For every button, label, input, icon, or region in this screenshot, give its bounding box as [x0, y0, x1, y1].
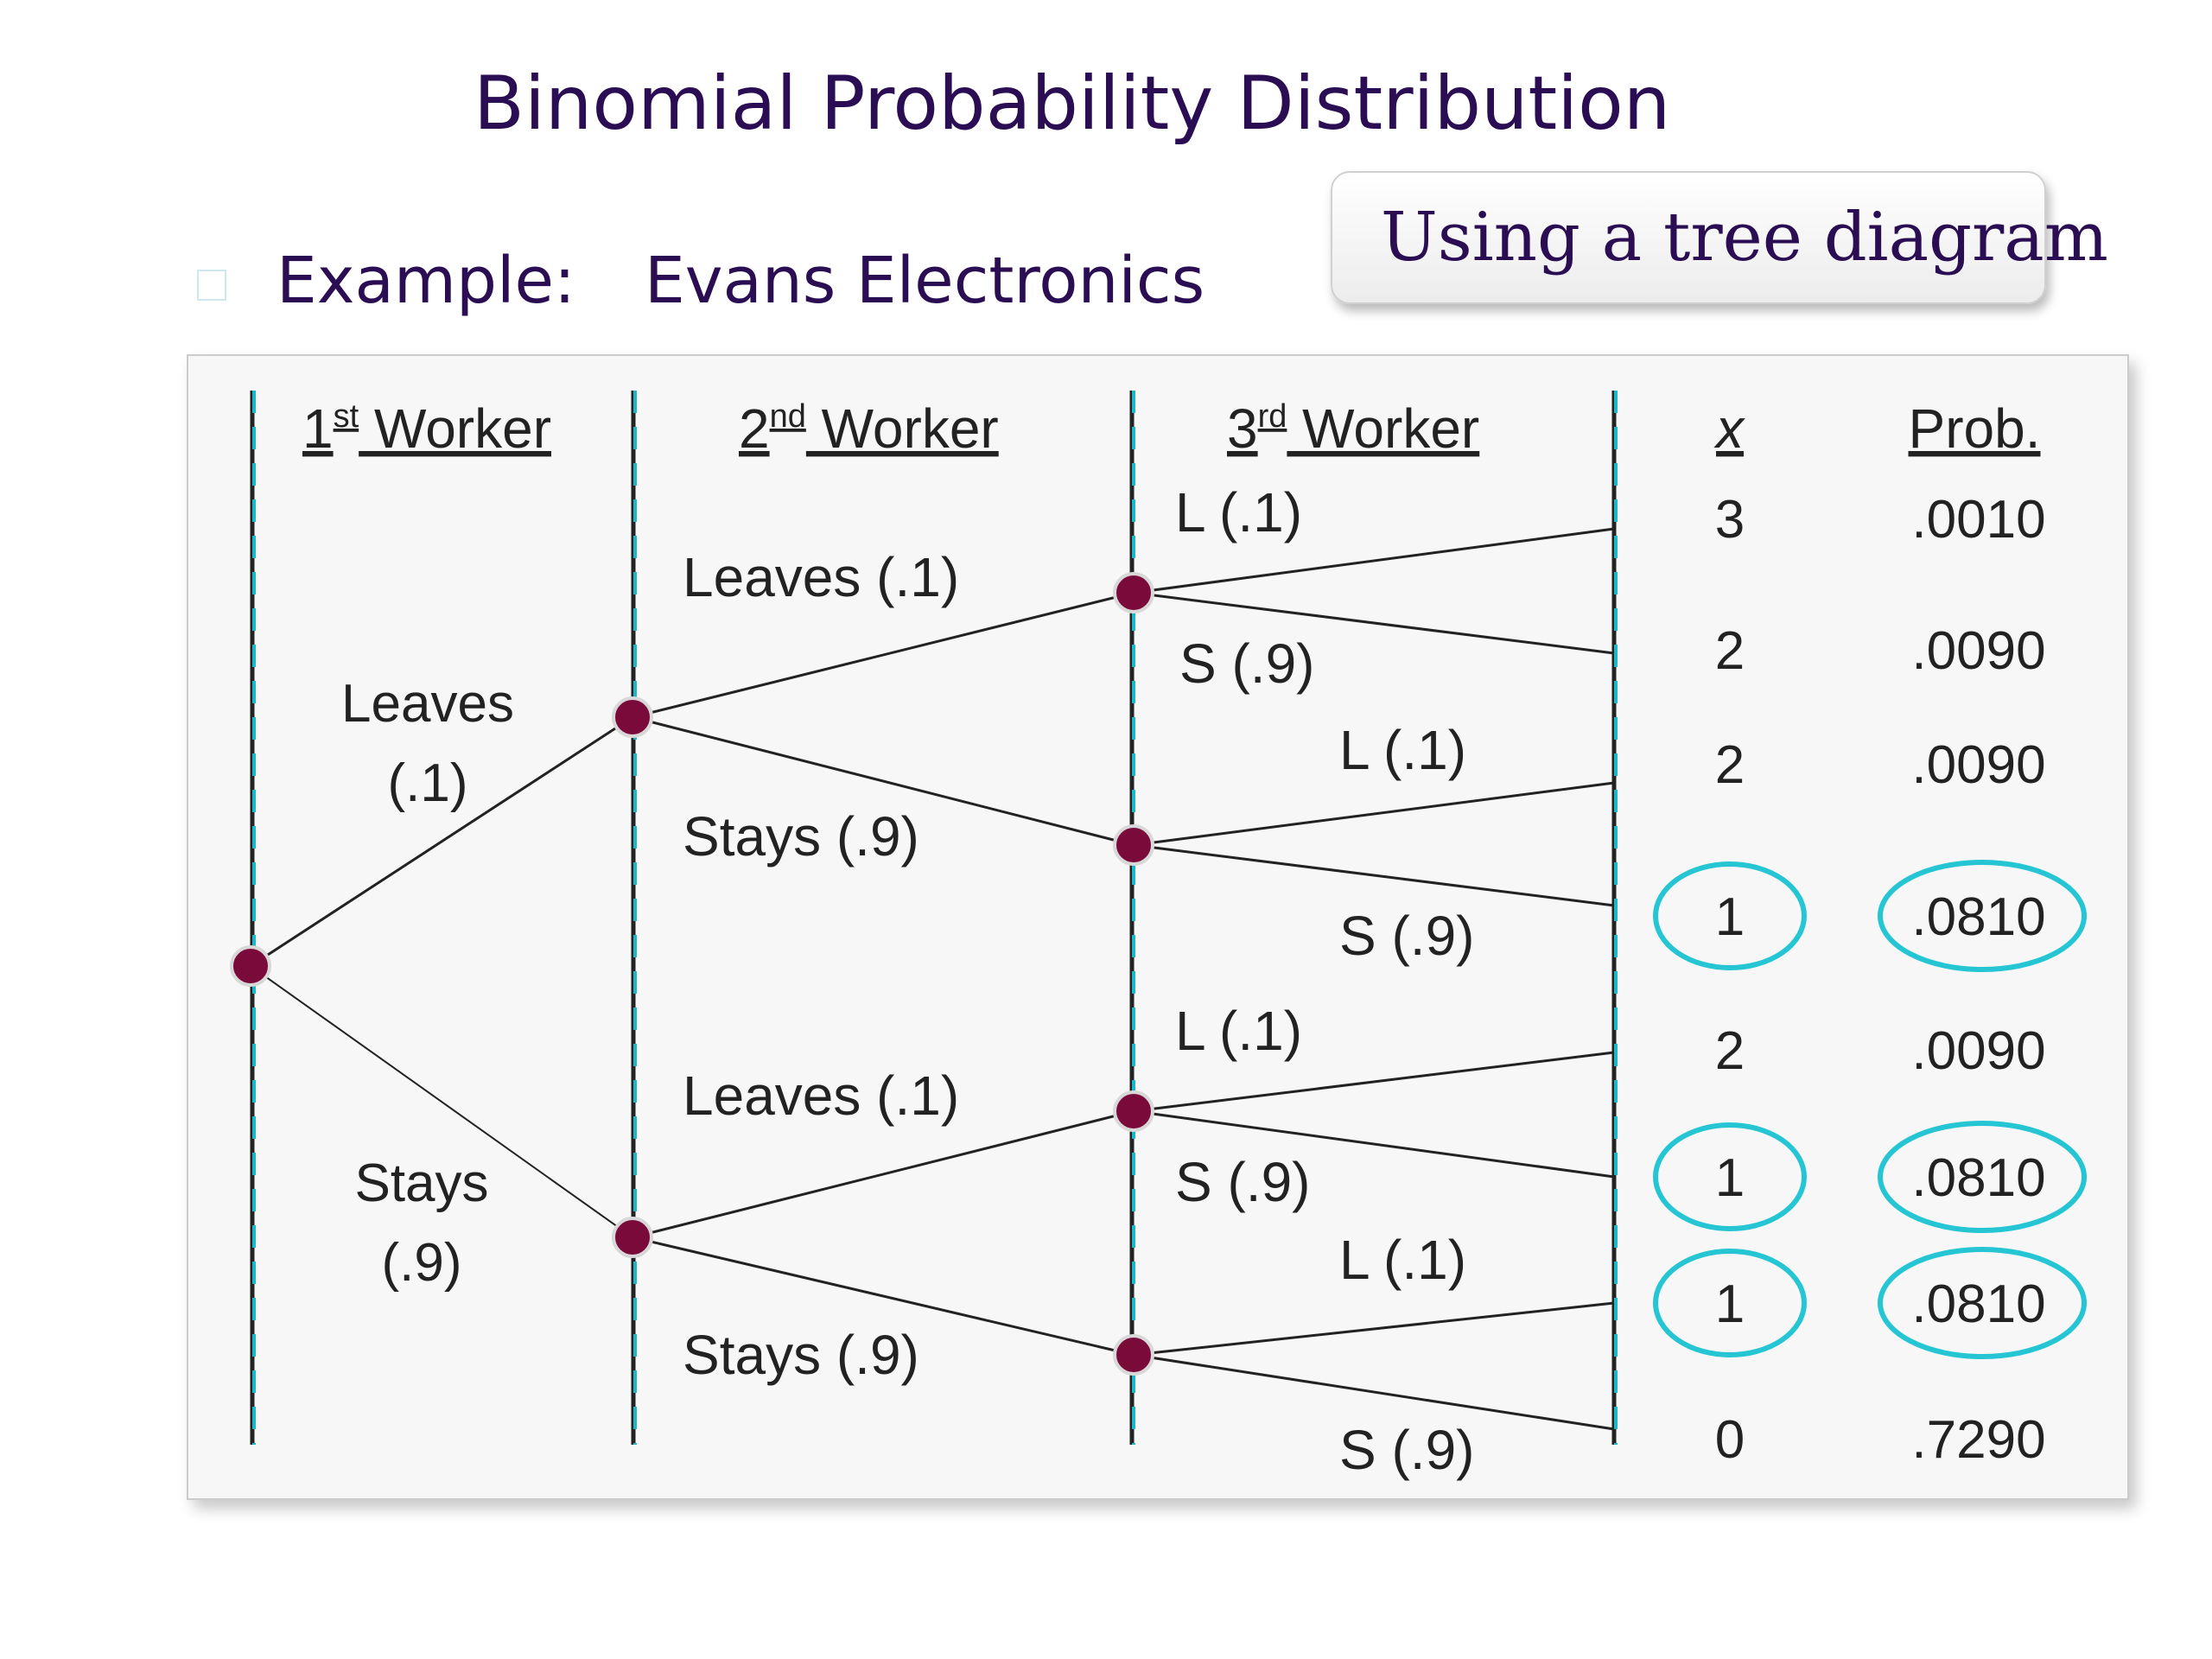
branch-stage3-1 [1133, 527, 1615, 594]
header-x: x [1713, 397, 1745, 460]
outcome-prob-5: .0090 [1911, 1021, 2045, 1081]
branch-root-stays [250, 965, 633, 1238]
header-worker-1: 1st Worker [302, 397, 551, 460]
highlight-prob-4 [1878, 860, 2087, 972]
stage2-label-3: Leaves (.1) [683, 1065, 959, 1127]
stage3-label-6: S (.9) [1175, 1151, 1310, 1213]
branch-stage2-2 [632, 715, 1135, 847]
header-worker-2: 2nd Worker [739, 397, 999, 460]
branch-stage3-7 [1133, 1301, 1615, 1357]
stage3-label-7: L (.1) [1339, 1229, 1466, 1291]
callout-text: Using a tree diagram [1381, 199, 2108, 276]
stage1-prob-1: (.1) [388, 753, 468, 813]
branch-stage3-5 [1133, 1051, 1615, 1113]
page-title: Binomial Probability Distribution [474, 60, 1671, 147]
outcome-x-1: 3 [1715, 490, 1745, 550]
bullet-icon [197, 270, 226, 301]
tree-node-2 [612, 696, 653, 738]
tree-node-4 [1113, 572, 1154, 613]
outcome-x-7: 1 [1715, 1274, 1745, 1334]
stage2-label-2: Stays (.9) [683, 805, 919, 868]
tree-diagram-callout: Using a tree diagram [1331, 171, 2108, 304]
tree-node-6 [1113, 1090, 1154, 1132]
outcome-x-8: 0 [1715, 1410, 1745, 1470]
outcome-x-6: 1 [1715, 1148, 1745, 1208]
branch-stage3-6 [1133, 1109, 1615, 1179]
header-worker-3: 3rd Worker [1227, 397, 1479, 460]
branch-stage3-3 [1133, 781, 1615, 847]
branch-stage3-2 [1133, 591, 1615, 655]
highlight-x-4 [1653, 861, 1807, 970]
highlight-prob-6 [1878, 1121, 2087, 1233]
outcome-prob-2: .0090 [1911, 621, 2045, 681]
stage3-label-3: L (.1) [1339, 719, 1466, 781]
tree-node-3 [612, 1217, 653, 1258]
outcome-x-5: 2 [1715, 1021, 1745, 1081]
outcome-prob-1: .0010 [1911, 490, 2045, 550]
header-prob: Prob. [1909, 397, 2041, 460]
stage3-label-4: S (.9) [1339, 905, 1474, 967]
outcome-x-3: 2 [1715, 735, 1745, 795]
branch-root-leaves [250, 715, 633, 968]
highlight-prob-7 [1878, 1247, 2087, 1359]
highlight-x-6 [1653, 1122, 1807, 1231]
branch-stage2-1 [632, 591, 1135, 719]
example-label: Example: [276, 244, 575, 318]
branch-stage3-4 [1133, 843, 1615, 907]
stage2-label-4: Stays (.9) [683, 1324, 919, 1386]
stage3-label-1: L (.1) [1175, 481, 1302, 543]
outcome-prob-4: .0810 [1911, 887, 2045, 947]
tree-node-7 [1113, 1334, 1154, 1376]
stage3-label-5: L (.1) [1175, 1000, 1302, 1062]
example-line: Example: Evans Electronics [276, 244, 1205, 318]
outcome-x-2: 2 [1715, 621, 1745, 681]
stage1-label-1: Leaves [341, 674, 514, 734]
outcome-prob-6: .0810 [1911, 1148, 2045, 1208]
outcome-prob-3: .0090 [1911, 735, 2045, 795]
highlight-x-7 [1653, 1249, 1807, 1357]
stage2-label-1: Leaves (.1) [683, 546, 959, 608]
stage1-prob-2: (.9) [382, 1233, 462, 1293]
stage3-label-8: S (.9) [1339, 1419, 1474, 1481]
outcome-x-4: 1 [1715, 887, 1745, 947]
branch-stage3-8 [1133, 1353, 1615, 1431]
example-company: Evans Electronics [644, 244, 1205, 318]
branch-stage2-4 [632, 1236, 1135, 1357]
outcome-prob-7: .0810 [1911, 1274, 2045, 1334]
tree-node-1 [230, 945, 271, 987]
stage3-label-2: S (.9) [1179, 632, 1314, 695]
branch-stage2-3 [632, 1109, 1135, 1239]
tree-node-5 [1113, 824, 1154, 866]
outcome-prob-8: .7290 [1911, 1410, 2045, 1470]
stage1-label-2: Stays [354, 1154, 488, 1213]
